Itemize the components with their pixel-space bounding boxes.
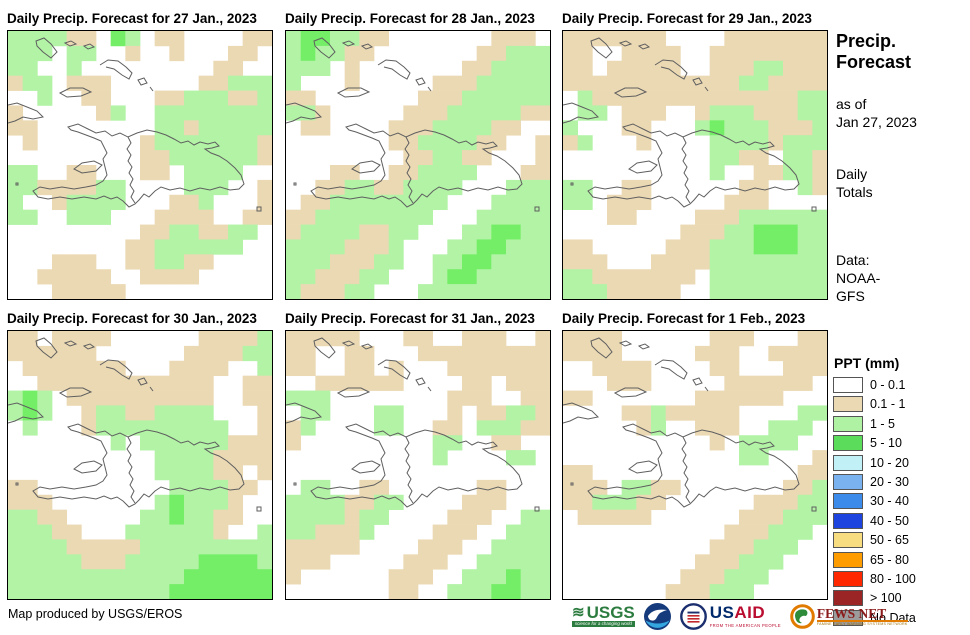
legend-row: 65 - 80 bbox=[833, 551, 968, 568]
asof-date: Jan 27, 2023 bbox=[836, 114, 917, 130]
data-source-line2: GFS bbox=[836, 288, 865, 304]
legend-swatch bbox=[833, 454, 863, 471]
sidebar-title-line1: Precip. bbox=[836, 31, 897, 51]
legend-row: 0 - 0.1 bbox=[833, 377, 968, 393]
legend-swatch bbox=[833, 473, 863, 490]
usaid-seal-icon bbox=[679, 602, 707, 630]
legend-label: 1 - 5 bbox=[870, 416, 896, 431]
usgs-logo: ≋ USGS science for a changing world bbox=[572, 603, 635, 627]
panel-title: Daily Precip. Forecast for 1 Feb., 2023 bbox=[562, 311, 806, 326]
legend-swatch bbox=[833, 512, 863, 529]
fewsnet-logo: FEWS NET FAMINE EARLY WARNING SYSTEMS NE… bbox=[790, 603, 908, 629]
usaid-wordmark: USAID bbox=[710, 603, 765, 622]
legend-label: 5 - 10 bbox=[870, 436, 902, 451]
logo-bar: ≋ USGS science for a changing world USAI… bbox=[572, 599, 908, 633]
panel-title: Daily Precip. Forecast for 31 Jan., 2023 bbox=[285, 311, 535, 326]
usaid-logo: USAID FROM THE AMERICAN PEOPLE bbox=[679, 602, 781, 630]
sidebar-datasource: Data: NOAA- GFS bbox=[836, 251, 880, 305]
legend-label: 40 - 50 bbox=[870, 513, 909, 528]
legend-row: > 100 bbox=[833, 590, 968, 607]
data-label: Data: bbox=[836, 252, 870, 268]
legend-row: 40 - 50 bbox=[833, 512, 968, 529]
usaid-aid: AID bbox=[734, 602, 766, 622]
legend-row: 5 - 10 bbox=[833, 435, 968, 452]
asof-label: as of bbox=[836, 96, 867, 112]
legend-label: 30 - 40 bbox=[870, 494, 909, 509]
legend-row: 80 - 100 bbox=[833, 570, 968, 587]
legend-row: 1 - 5 bbox=[833, 415, 968, 432]
usgs-tagline: science for a changing world bbox=[572, 621, 635, 627]
panel-title: Daily Precip. Forecast for 30 Jan., 2023 bbox=[7, 311, 257, 326]
panel-title: Daily Precip. Forecast for 28 Jan., 2023 bbox=[285, 11, 535, 26]
totals-line1: Daily bbox=[836, 166, 868, 182]
data-source-line1: NOAA- bbox=[836, 270, 881, 286]
precip-legend: PPT (mm) 0 - 0.1 0.1 - 1 1 - 5 5 - 10 10 - 2… bbox=[833, 355, 968, 629]
legend-label: 20 - 30 bbox=[870, 474, 909, 489]
precip-map-1feb bbox=[562, 330, 828, 600]
forecast-panel-5: Daily Precip. Forecast for 31 Jan., 2023 bbox=[285, 308, 551, 600]
sidebar-totals: Daily Totals bbox=[836, 165, 873, 201]
usaid-us: US bbox=[709, 602, 735, 622]
legend-swatch bbox=[833, 435, 863, 452]
sidebar-asof: as of Jan 27, 2023 bbox=[836, 95, 917, 131]
legend-swatch bbox=[833, 532, 863, 549]
usgs-wave-icon: ≋ bbox=[572, 604, 585, 621]
fewsnet-tagline: FAMINE EARLY WARNING SYSTEMS NETWORK bbox=[816, 621, 908, 626]
legend-row: 20 - 30 bbox=[833, 473, 968, 490]
forecast-panel-3: Daily Precip. Forecast for 29 Jan., 2023 bbox=[562, 8, 828, 300]
precip-map-29jan bbox=[562, 30, 828, 300]
noaa-logo-icon bbox=[643, 602, 671, 630]
usaid-tagline: FROM THE AMERICAN PEOPLE bbox=[709, 622, 781, 628]
fewsnet-wordmark: FEWS NET bbox=[816, 606, 908, 622]
legend-label: 80 - 100 bbox=[870, 571, 916, 586]
legend-swatch bbox=[833, 493, 863, 510]
precip-map-31jan bbox=[285, 330, 551, 600]
legend-label: 65 - 80 bbox=[870, 552, 909, 567]
precip-map-27jan bbox=[7, 30, 273, 300]
forecast-panel-1: Daily Precip. Forecast for 27 Jan., 2023 bbox=[7, 8, 273, 300]
legend-label: 0.1 - 1 bbox=[870, 397, 906, 412]
usgs-wordmark: USGS bbox=[586, 603, 635, 622]
legend-row: 0.1 - 1 bbox=[833, 396, 968, 413]
legend-swatch bbox=[833, 415, 863, 432]
legend-label: 50 - 65 bbox=[870, 533, 909, 548]
precip-map-28jan bbox=[285, 30, 551, 300]
legend-label: 0 - 0.1 bbox=[870, 378, 906, 392]
totals-line2: Totals bbox=[836, 184, 873, 200]
legend-row: 10 - 20 bbox=[833, 454, 968, 471]
legend-swatch bbox=[833, 609, 863, 626]
legend-title: PPT (mm) bbox=[834, 355, 900, 371]
legend-swatch bbox=[833, 377, 863, 393]
legend-swatch bbox=[833, 551, 863, 568]
legend-row: 30 - 40 bbox=[833, 493, 968, 510]
legend-label: 10 - 20 bbox=[870, 455, 909, 470]
legend-label: > 100 bbox=[870, 591, 902, 606]
map-credit: Map produced by USGS/EROS bbox=[8, 607, 183, 621]
fewsnet-globe-icon bbox=[790, 603, 815, 629]
forecast-panel-4: Daily Precip. Forecast for 30 Jan., 2023 bbox=[7, 308, 273, 600]
legend-swatch bbox=[833, 396, 863, 413]
legend-swatch bbox=[833, 570, 863, 587]
legend-rows: 0 - 0.1 0.1 - 1 1 - 5 5 - 10 10 - 20 20 - 30 3… bbox=[833, 377, 968, 626]
forecast-panel-2: Daily Precip. Forecast for 28 Jan., 2023 bbox=[285, 8, 551, 300]
precip-map-30jan bbox=[7, 330, 273, 600]
forecast-panel-6: Daily Precip. Forecast for 1 Feb., 2023 bbox=[562, 308, 828, 600]
legend-swatch bbox=[833, 590, 863, 607]
legend-row: 50 - 65 bbox=[833, 532, 968, 549]
panel-title: Daily Precip. Forecast for 29 Jan., 2023 bbox=[562, 11, 812, 26]
sidebar-title-line2: Forecast bbox=[836, 52, 912, 72]
panel-title: Daily Precip. Forecast for 27 Jan., 2023 bbox=[7, 11, 257, 26]
sidebar-title: Precip. Forecast bbox=[836, 31, 911, 73]
